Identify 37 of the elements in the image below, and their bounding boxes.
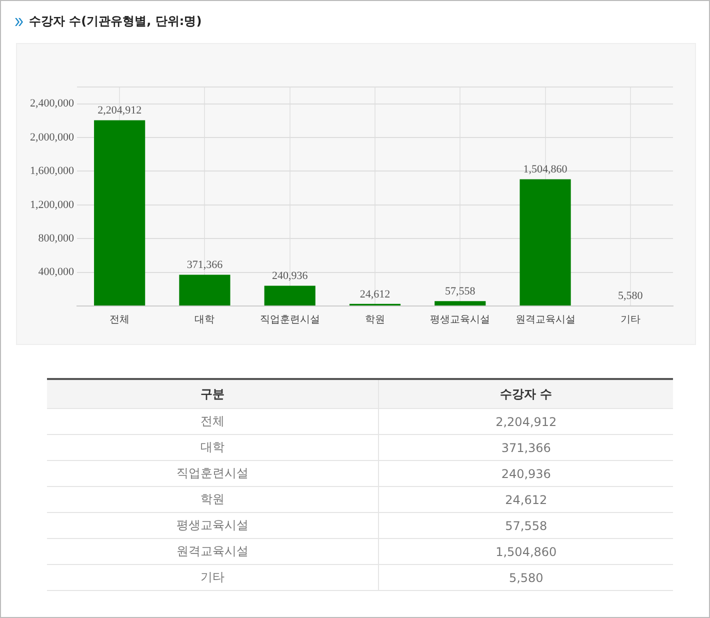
y-tick-label: 1,600,000 (30, 165, 74, 178)
category-label: 전체 (200, 414, 225, 428)
text: 57,558 (505, 518, 548, 532)
category-label: 학원 (200, 492, 225, 506)
x-tick-label: 기타 (620, 314, 640, 326)
data-label: 240,936 (272, 270, 308, 282)
data-label: 24,612 (360, 288, 390, 300)
text: 1,504,860 (496, 544, 557, 558)
text: 24,612 (505, 492, 548, 506)
chart-title: 수강자 수(기관유형별, 단위:명) (29, 13, 202, 30)
text: 371,366 (501, 440, 551, 454)
x-tick-label: 전체 (110, 314, 130, 326)
x-tick-label: 학원 (365, 314, 385, 326)
text: 구분 (47, 379, 379, 408)
y-tick-label: 800,000 (38, 232, 74, 245)
y-tick-label: 400,000 (38, 266, 74, 278)
data-label: 2,204,912 (98, 104, 142, 117)
data-label: 5,580 (618, 290, 644, 302)
text: 2,204,912 (496, 414, 557, 428)
category-label: 대학 (200, 440, 225, 454)
data-label: 1,504,860 (523, 164, 568, 176)
category-label: 원격교육시설 (176, 544, 249, 558)
data-label: 57,558 (445, 286, 476, 298)
x-tick-label: 평생교육시설 (430, 314, 490, 326)
text: 240,936 (501, 466, 551, 480)
y-tick-label: 2,000,000 (30, 131, 74, 144)
x-tick-label: 직업훈련시설 (260, 314, 320, 326)
data-label: 371,366 (186, 259, 224, 272)
x-tick-label: 원격교육시설 (515, 314, 576, 326)
text: 수강자 수 (378, 379, 673, 408)
y-tick-label: 2,400,000 (30, 98, 74, 110)
y-tick-label: 1,200,000 (30, 198, 74, 211)
category-label: 직업훈련시설 (176, 466, 249, 480)
text: 5,580 (508, 570, 544, 584)
category-label: 기타 (200, 570, 225, 584)
category-label: 평생교육시설 (176, 518, 249, 532)
x-tick-label: 대학 (194, 314, 215, 326)
